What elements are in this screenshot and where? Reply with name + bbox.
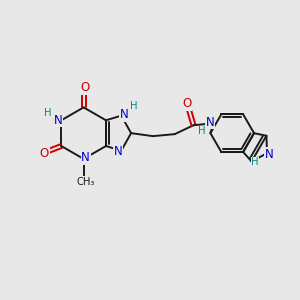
- Text: N: N: [265, 148, 273, 161]
- Text: H: H: [44, 108, 51, 118]
- Text: N: N: [81, 152, 90, 164]
- Text: O: O: [182, 97, 191, 110]
- Text: N: N: [206, 116, 215, 129]
- Text: H: H: [198, 126, 205, 136]
- Text: O: O: [80, 81, 89, 94]
- Text: H: H: [251, 157, 259, 167]
- Text: H: H: [130, 101, 138, 111]
- Text: O: O: [40, 148, 49, 160]
- Text: N: N: [114, 145, 123, 158]
- Text: CH₃: CH₃: [76, 177, 95, 187]
- Text: N: N: [120, 108, 129, 121]
- Text: N: N: [54, 114, 63, 127]
